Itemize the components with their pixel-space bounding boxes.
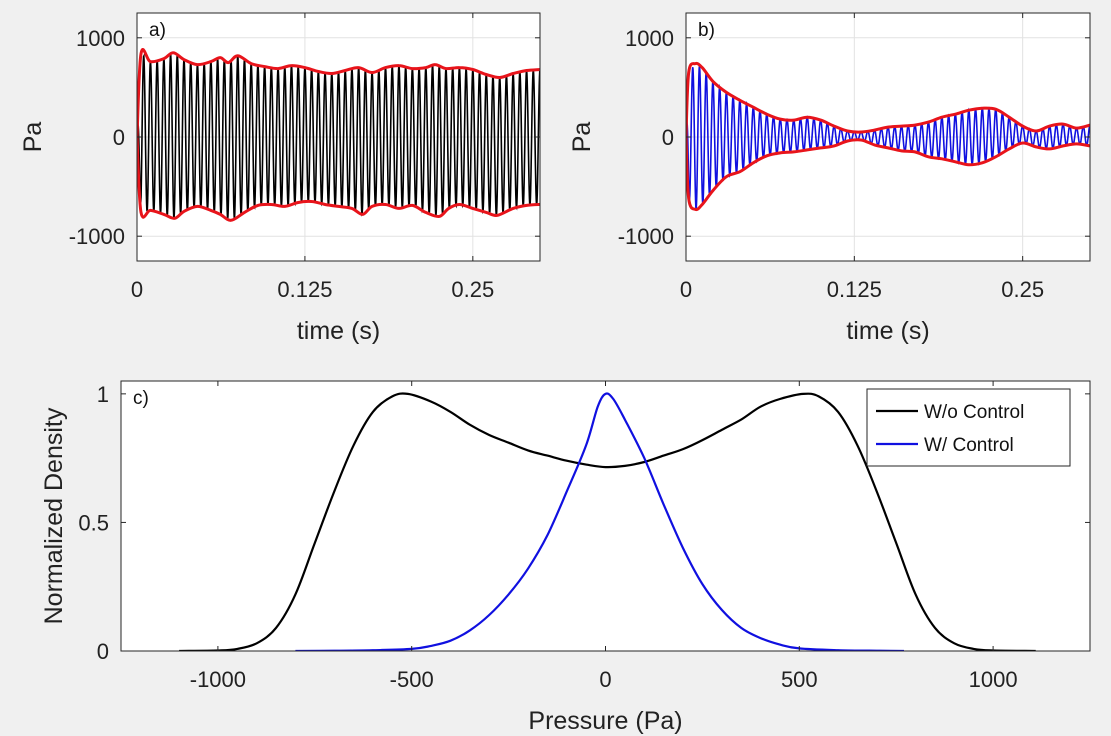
y-tick-label: 0: [662, 125, 674, 150]
y-tick-label: -1000: [69, 224, 125, 249]
x-tick-label: 500: [781, 667, 818, 692]
upper-envelope: [686, 61, 1090, 138]
y-tick-label: 1000: [625, 26, 674, 51]
x-tick-label: -500: [390, 667, 434, 692]
panel-label: b): [698, 20, 715, 41]
x-axis-label: Pressure (Pa): [528, 707, 682, 735]
y-tick-label: 0: [113, 125, 125, 150]
x-tick-label: 0.25: [1001, 277, 1044, 302]
upper-envelope: [137, 48, 540, 138]
x-tick-label: 0: [599, 667, 611, 692]
panel-c: -1000 -500 0 500 1000 0 0.5 1 c) Pressure (Pa) Nor…: [40, 380, 1091, 735]
y-tick-label: 0.5: [78, 510, 109, 535]
x-axis-label: time (s): [297, 317, 380, 345]
x-tick-label: 1000: [969, 667, 1018, 692]
x-axis-label: time (s): [846, 317, 929, 345]
plot-content: [137, 48, 540, 222]
y-axis-label: Pa: [19, 122, 47, 153]
x-tick-label: 0.125: [277, 277, 332, 302]
x-tick-label: 0.125: [827, 277, 882, 302]
x-tick-label: 0: [131, 277, 143, 302]
x-tick-label: 0.25: [451, 277, 494, 302]
y-axis-label: Normalized Density: [40, 407, 68, 624]
y-axis-label: Pa: [568, 122, 596, 153]
plot-content: [686, 61, 1090, 212]
lower-envelope: [137, 136, 540, 222]
y-tick-label: -1000: [618, 224, 674, 249]
legend-label: W/ Control: [924, 435, 1014, 456]
panel-a: 0 0.125 0.25 1000 0 -1000 a) time (s) Pa: [19, 12, 541, 345]
x-tick-label: 0: [680, 277, 692, 302]
series-line-w-o-control: [179, 392, 1036, 651]
panel-label: c): [133, 388, 149, 409]
lower-envelope: [686, 136, 1090, 212]
series-line-w-control: [295, 392, 905, 651]
panel-b: 0 0.125 0.25 1000 0 -1000 b) time (s) Pa: [568, 12, 1091, 345]
legend-box: [866, 388, 1071, 467]
panel-label: a): [149, 20, 166, 41]
legend: W/o Control W/ Control: [866, 388, 1071, 467]
y-tick-label: 1000: [76, 26, 125, 51]
y-tick-label: 0: [97, 639, 109, 664]
legend-label: W/o Control: [924, 402, 1024, 423]
y-tick-label: 1: [97, 382, 109, 407]
x-tick-label: -1000: [190, 667, 246, 692]
plot-content: [179, 392, 1036, 651]
